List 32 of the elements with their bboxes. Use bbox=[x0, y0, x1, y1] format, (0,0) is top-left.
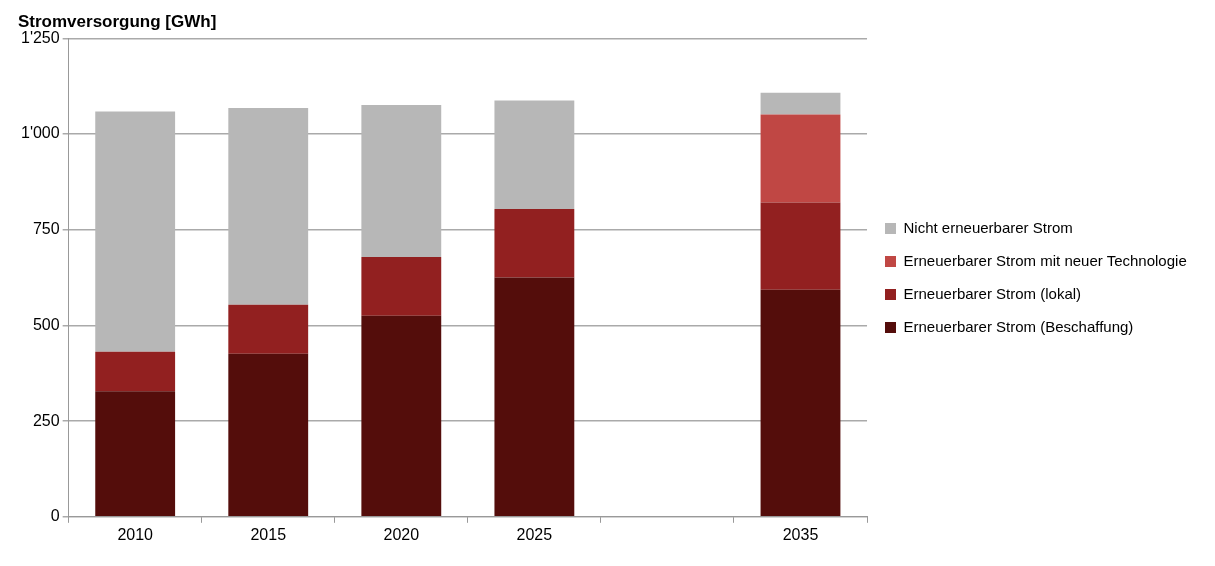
chart-title: Stromversorgung [GWh] bbox=[18, 11, 217, 31]
bar bbox=[760, 289, 841, 517]
bar bbox=[760, 114, 841, 203]
bar bbox=[228, 108, 309, 305]
bar bbox=[228, 353, 309, 517]
y-tick-label: 0 bbox=[50, 507, 60, 525]
bar bbox=[95, 111, 176, 352]
legend-label: Erneuerbarer Strom mit neuer Technologie bbox=[903, 251, 1187, 269]
legend-label: Erneuerbarer Strom (Beschaffung) bbox=[903, 317, 1134, 335]
x-tick-label: 2010 bbox=[117, 525, 154, 543]
bar bbox=[760, 92, 841, 115]
bar bbox=[494, 277, 575, 517]
y-tick-label: 500 bbox=[32, 315, 60, 333]
y-tick-label: 250 bbox=[32, 411, 60, 429]
bar bbox=[361, 104, 442, 257]
x-tick-label: 2025 bbox=[516, 525, 553, 543]
bar bbox=[760, 202, 841, 290]
bar bbox=[95, 351, 176, 392]
y-tick-label: 1'000 bbox=[20, 124, 60, 142]
x-tick-label: 2035 bbox=[782, 525, 819, 543]
bar bbox=[228, 304, 309, 354]
bar bbox=[494, 100, 575, 210]
bar bbox=[494, 209, 575, 278]
x-tick-label: 2015 bbox=[250, 525, 287, 543]
legend-label: Erneuerbarer Strom (lokal) bbox=[903, 284, 1082, 302]
y-tick-label: 1'250 bbox=[20, 28, 60, 46]
y-tick-label: 750 bbox=[32, 220, 60, 238]
bar bbox=[361, 256, 442, 316]
bar bbox=[361, 315, 442, 517]
x-tick-label: 2020 bbox=[383, 525, 420, 543]
bar bbox=[95, 391, 176, 517]
legend-label: Nicht erneuerbarer Strom bbox=[903, 218, 1073, 236]
